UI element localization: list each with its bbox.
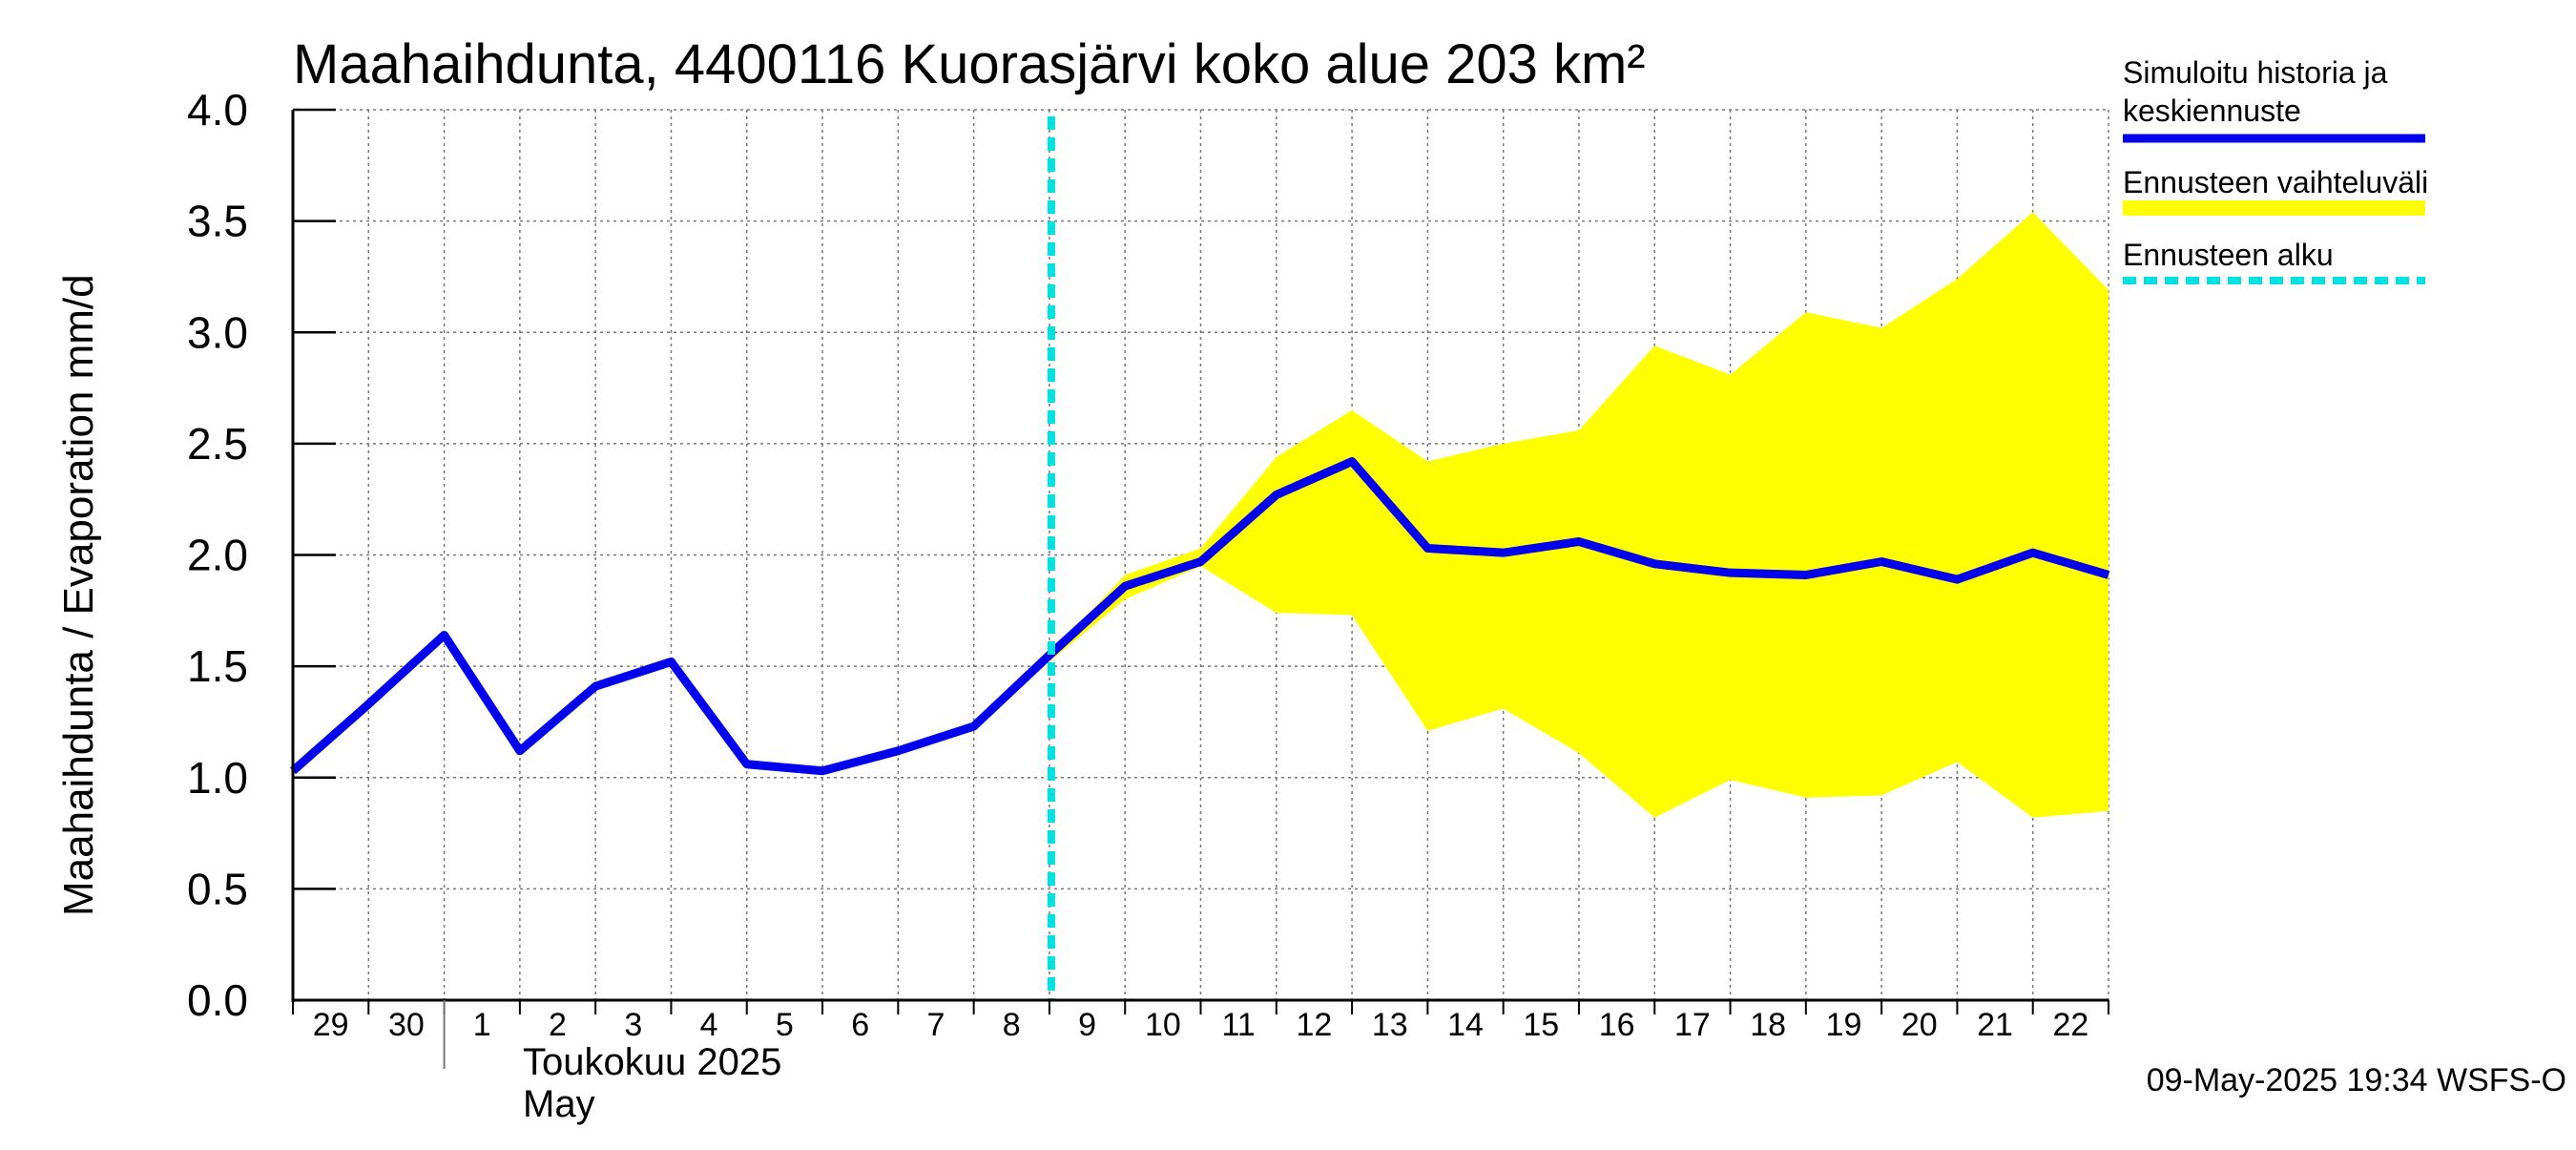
y-tick-label: 2.0	[187, 531, 248, 580]
y-tick-label: 1.5	[187, 641, 248, 691]
x-tick-label: 12	[1297, 1007, 1333, 1043]
x-tick-label: 20	[1901, 1007, 1938, 1043]
x-tick-label: 16	[1599, 1007, 1635, 1043]
y-tick-label: 0.5	[187, 864, 248, 913]
legend-swatch-band	[2123, 200, 2425, 216]
x-tick-label: 30	[388, 1007, 425, 1043]
y-tick-label: 0.0	[187, 975, 248, 1025]
x-tick-label: 21	[1977, 1007, 2013, 1043]
x-tick-label: 5	[776, 1007, 794, 1043]
legend-label: keskiennuste	[2123, 94, 2301, 128]
y-axis-label: Maahaihdunta / Evaporation mm/d	[55, 274, 102, 916]
forecast-range-band	[1049, 212, 2109, 817]
y-tick-label: 2.5	[187, 419, 248, 469]
x-tick-label: 19	[1826, 1007, 1862, 1043]
x-tick-label: 6	[851, 1007, 869, 1043]
chart-title: Maahaihdunta, 4400116 Kuorasjärvi koko a…	[293, 33, 1646, 95]
x-tick-label: 8	[1003, 1007, 1021, 1043]
x-tick-label: 1	[473, 1007, 491, 1043]
y-tick-labels: 0.0 0.5 1.0 1.5 2.0 2.5 3.0 3.5 4.0	[187, 85, 248, 1025]
x-tick-label: 15	[1523, 1007, 1559, 1043]
x-tick-label: 3	[624, 1007, 642, 1043]
x-tick-label: 14	[1447, 1007, 1484, 1043]
x-tick-label: 9	[1078, 1007, 1096, 1043]
y-tick-label: 4.0	[187, 85, 248, 135]
y-tick-label: 1.0	[187, 753, 248, 803]
y-tick-label: 3.5	[187, 197, 248, 246]
forecast-band	[1049, 212, 2109, 817]
legend-label: Simuloitu historia ja	[2123, 55, 2388, 90]
legend: Simuloitu historia ja keskiennuste Ennuste…	[2123, 55, 2428, 281]
x-tick-label: 7	[927, 1007, 945, 1043]
y-tick-label: 3.0	[187, 307, 248, 357]
x-tick-label: 17	[1674, 1007, 1711, 1043]
x-tick-label: 18	[1750, 1007, 1786, 1043]
x-tick-label: 29	[313, 1007, 349, 1043]
x-tick-label: 22	[2052, 1007, 2088, 1043]
month-label-en: May	[523, 1083, 595, 1125]
legend-label: Ennusteen alku	[2123, 238, 2334, 272]
x-tick-label: 10	[1145, 1007, 1181, 1043]
legend-label: Ennusteen vaihteluväli	[2123, 165, 2428, 199]
x-tick-label: 13	[1372, 1007, 1408, 1043]
month-label-fi: Toukokuu 2025	[523, 1041, 781, 1083]
x-tick-label: 11	[1221, 1007, 1255, 1043]
timestamp: 09-May-2025 19:34 WSFS-O	[2147, 1062, 2566, 1098]
x-tick-label: 4	[700, 1007, 718, 1043]
x-tick-label: 2	[549, 1007, 567, 1043]
